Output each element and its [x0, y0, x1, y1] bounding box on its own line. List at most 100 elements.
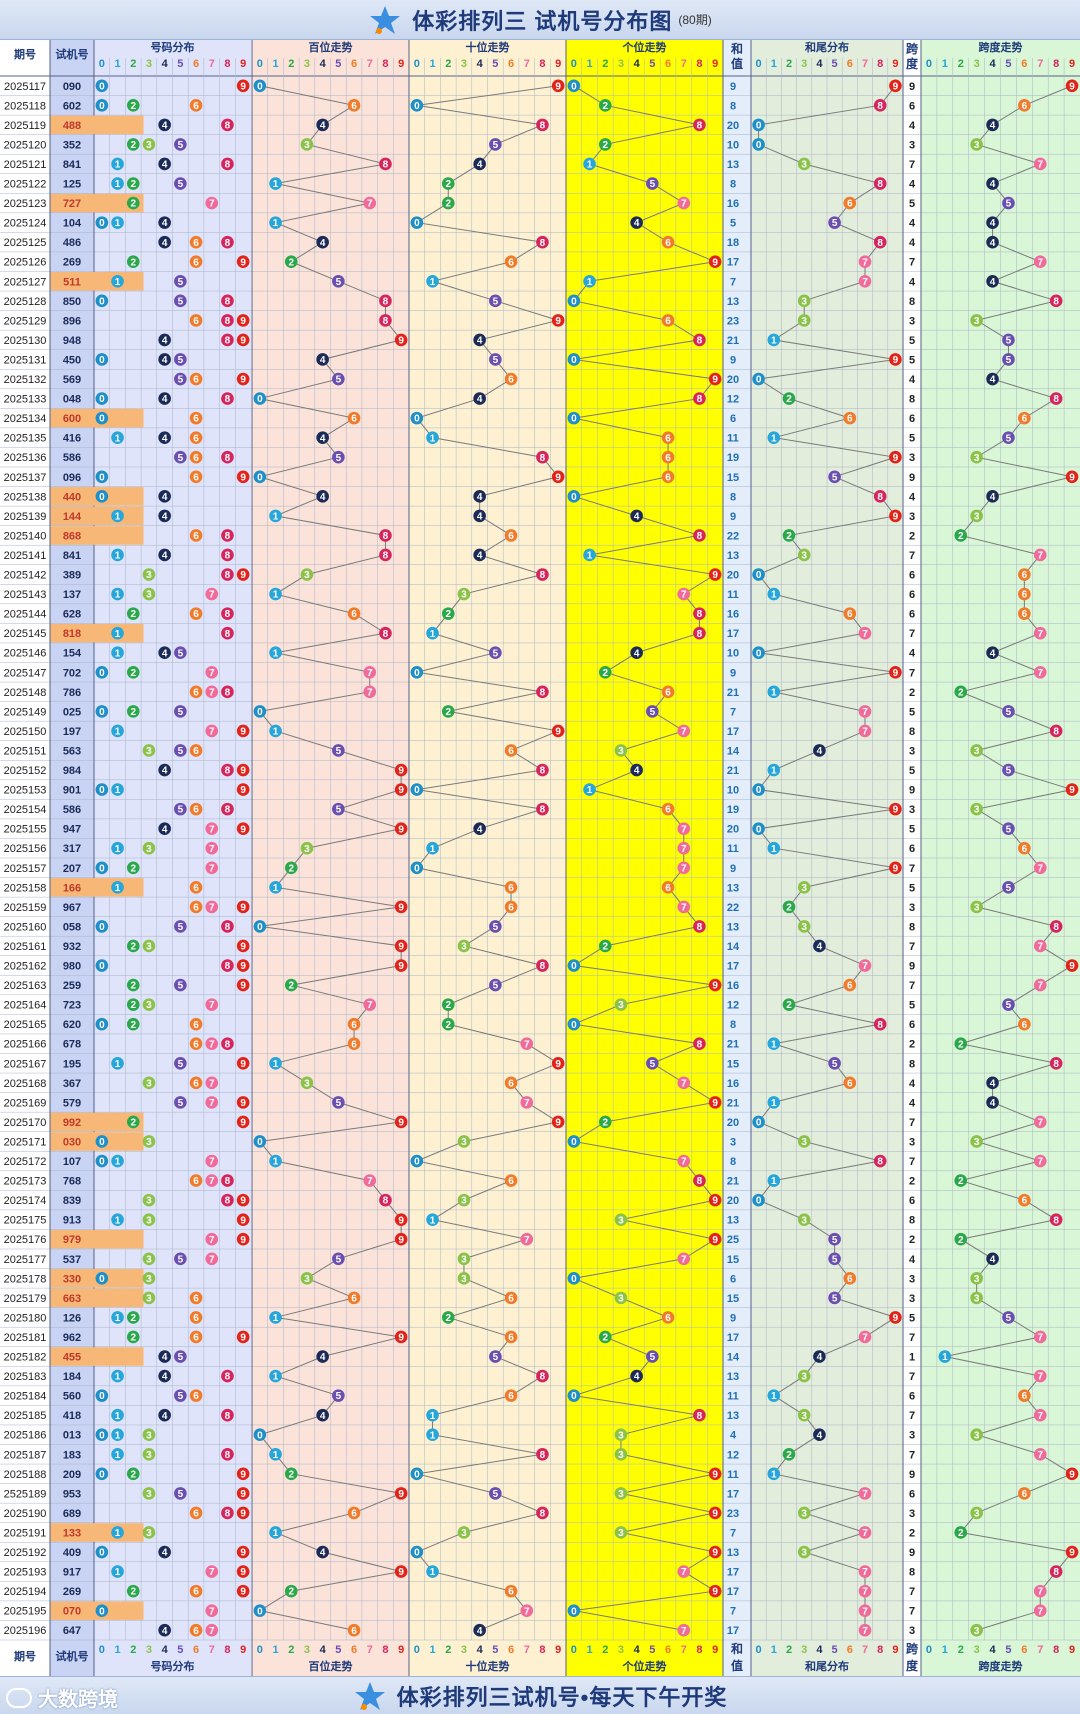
- tens-ball: 8: [536, 118, 549, 131]
- period-cell: 2025151: [4, 745, 47, 757]
- number-cell: 579: [63, 1097, 81, 1109]
- span-ball-circle: [1049, 392, 1063, 405]
- col-dist-digit-7: 7: [209, 58, 215, 70]
- footer-span-2: 度: [906, 1658, 919, 1673]
- dist-ball-circle: [205, 724, 219, 738]
- dist-ball: 3: [142, 1447, 156, 1461]
- span-ball-label: 2: [958, 1528, 964, 1539]
- period-cell: 2025159: [4, 902, 47, 914]
- sum-cell: 11: [727, 843, 739, 855]
- period-cell: 2025123: [4, 198, 47, 210]
- period-cell: 2025150: [4, 726, 47, 738]
- dist-ball-circle: [142, 1135, 156, 1148]
- dist-ball-label: 9: [240, 1469, 246, 1480]
- sum-tail-ball-label: 5: [832, 1254, 838, 1265]
- sum-tail-ball: 6: [843, 1076, 857, 1089]
- units-ball: 9: [708, 1193, 722, 1207]
- hundreds-ball-circle: [394, 1232, 408, 1246]
- span-ball-label: 3: [974, 1274, 980, 1285]
- dist-ball: 1: [111, 216, 124, 229]
- units-ball-label: 0: [571, 414, 577, 425]
- footer-tens-digit-8: 8: [539, 1644, 545, 1656]
- tens-ball: 1: [426, 1213, 439, 1226]
- span-cell: 9: [909, 785, 915, 797]
- dist-ball-label: 5: [178, 922, 184, 933]
- tens-ball: 4: [473, 333, 486, 347]
- units-ball-label: 6: [665, 453, 671, 464]
- tens-ball-label: 5: [493, 922, 499, 933]
- sum-tail-ball-label: 7: [862, 1528, 868, 1539]
- tens-ball-circle: [473, 490, 486, 503]
- period-cell: 2025182: [4, 1352, 47, 1364]
- table-row: 2025171 030 0 3 3 3: [4, 1132, 915, 1151]
- dist-ball-label: 7: [209, 902, 215, 913]
- span-cell: 3: [909, 139, 915, 151]
- dist-ball-label: 1: [115, 590, 121, 601]
- sum-tail-ball: 0: [752, 118, 765, 131]
- dist-ball-circle: [174, 1389, 187, 1402]
- span-ball-circle: [1018, 1193, 1031, 1207]
- period-cell: 2025167: [4, 1058, 47, 1070]
- hundreds-ball: 1: [269, 216, 282, 229]
- span-cell: 4: [909, 276, 916, 288]
- table-row: 2025179 663 63 15 3: [4, 1288, 915, 1308]
- dist-ball-circle: [142, 744, 156, 757]
- span-cell: 5: [909, 335, 915, 347]
- col-tens-digit-0: 0: [414, 58, 420, 70]
- dist-ball-circle: [111, 1154, 124, 1168]
- sum-cell: 13: [727, 882, 739, 894]
- dist-ball: 3: [142, 1272, 156, 1285]
- sum-tail-ball-label: 9: [893, 355, 899, 366]
- hundreds-ball: 4: [316, 353, 329, 366]
- table-row: 2025185 418 41 8 13 7: [4, 1408, 915, 1422]
- hundreds-ball-circle: [394, 1213, 408, 1226]
- sum-tail-ball-circle: [797, 1369, 811, 1383]
- hundreds-ball-circle: [363, 665, 377, 679]
- span-ball-circle: [938, 1350, 952, 1363]
- dist-ball: 3: [142, 1428, 156, 1441]
- tens-ball-circle: [489, 1487, 502, 1500]
- units-ball-label: 0: [571, 296, 577, 307]
- units-ball: 9: [708, 255, 722, 268]
- span-ball-label: 6: [1022, 101, 1028, 112]
- span-ball: 9: [1065, 1467, 1079, 1480]
- dist-ball-circle: [236, 1330, 250, 1344]
- dist-ball-label: 5: [178, 981, 184, 992]
- span-ball: 2: [954, 1526, 968, 1539]
- sum-cell: 20: [727, 1195, 739, 1207]
- dist-ball-label: 8: [225, 531, 231, 542]
- sum-cell: 11: [727, 1469, 739, 1481]
- dist-ball-circle: [189, 1330, 203, 1344]
- dist-ball: 0: [95, 1467, 109, 1480]
- sum-tail-ball-label: 7: [862, 629, 868, 640]
- hundreds-ball-label: 5: [336, 375, 342, 386]
- hundreds-ball: 5: [332, 802, 345, 816]
- footer-hundreds-digit-1: 1: [272, 1644, 278, 1656]
- dist-ball: 1: [111, 1154, 124, 1168]
- sum-tail-ball: 9: [889, 79, 902, 92]
- dist-ball: 0: [95, 392, 109, 405]
- units-ball-label: 6: [665, 1313, 671, 1324]
- dist-ball-circle: [142, 1076, 156, 1090]
- span-cell: 3: [909, 1273, 915, 1285]
- dist-ball: 1: [111, 783, 124, 796]
- sum-cell: 13: [727, 1547, 739, 1559]
- dist-ball-circle: [221, 1037, 234, 1051]
- units-ball: 7: [677, 587, 691, 601]
- hundreds-ball-label: 5: [336, 1098, 342, 1109]
- hundreds-ball-circle: [332, 1389, 345, 1402]
- hundreds-ball-label: 8: [383, 551, 389, 562]
- footer-span-1: 跨: [906, 1642, 919, 1656]
- sum-tail-ball-label: 8: [877, 101, 883, 112]
- tens-ball-label: 5: [493, 140, 499, 151]
- hundreds-ball-circle: [363, 1174, 377, 1187]
- dist-ball-circle: [111, 431, 124, 444]
- dist-ball-circle: [111, 1565, 124, 1578]
- dist-ball-label: 0: [99, 1274, 105, 1285]
- col-units-header: 个位走势: [622, 40, 667, 54]
- sum-tail-ball: 7: [858, 1487, 872, 1500]
- units-ball-circle: [614, 744, 628, 757]
- sum-cell: 20: [727, 1117, 739, 1129]
- sum-tail-ball-label: 6: [847, 414, 853, 425]
- dist-ball-label: 1: [115, 844, 121, 855]
